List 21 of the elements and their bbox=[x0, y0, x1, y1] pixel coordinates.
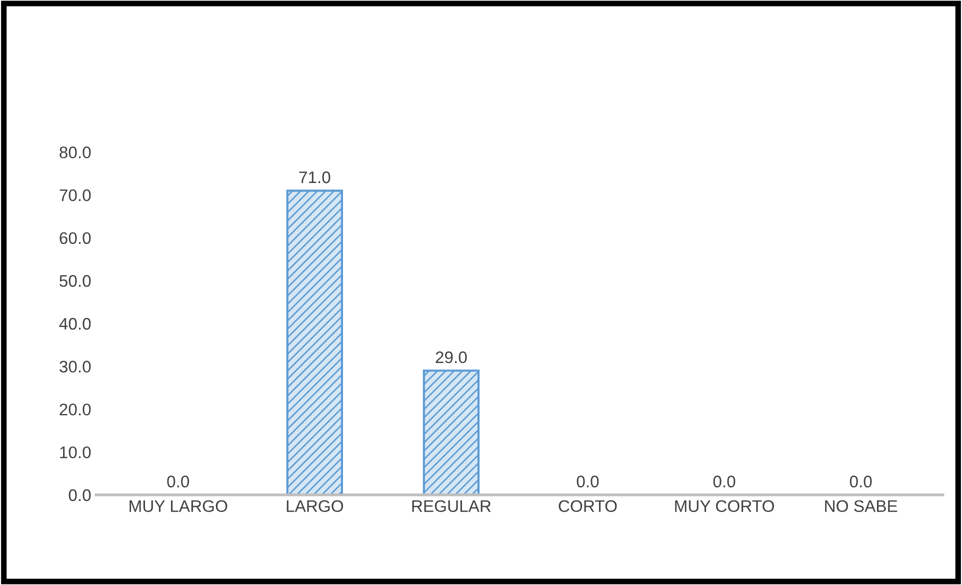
y-tick-label: 30.0 bbox=[60, 360, 91, 373]
data-label: 71.0 bbox=[299, 171, 330, 184]
y-tick-label: 50.0 bbox=[60, 275, 91, 287]
x-tick-label: NO SABE bbox=[825, 500, 898, 512]
y-tick-label: 10.0 bbox=[60, 446, 91, 458]
x-tick-label: CORTO bbox=[558, 500, 617, 512]
y-tick-label: 80.0 bbox=[60, 146, 91, 158]
y-tick-label: 70.0 bbox=[60, 189, 91, 202]
data-label: 0.0 bbox=[713, 476, 736, 488]
x-tick-label: REGULAR bbox=[412, 500, 491, 512]
data-label: 0.0 bbox=[850, 476, 872, 488]
y-tick-label: 60.0 bbox=[60, 232, 91, 244]
data-label: 0.0 bbox=[576, 476, 599, 488]
y-tick-label: 0.0 bbox=[68, 489, 91, 502]
x-tick-label: MUY LARGO bbox=[130, 500, 228, 512]
data-label: 29.0 bbox=[436, 351, 467, 364]
y-tick-label: 40.0 bbox=[59, 318, 91, 330]
x-tick-label: MUY CORTO bbox=[675, 500, 774, 512]
x-tick-label: LARGO bbox=[286, 500, 344, 512]
y-tick-label: 20.0 bbox=[60, 404, 91, 416]
data-label: 0.0 bbox=[167, 476, 190, 488]
